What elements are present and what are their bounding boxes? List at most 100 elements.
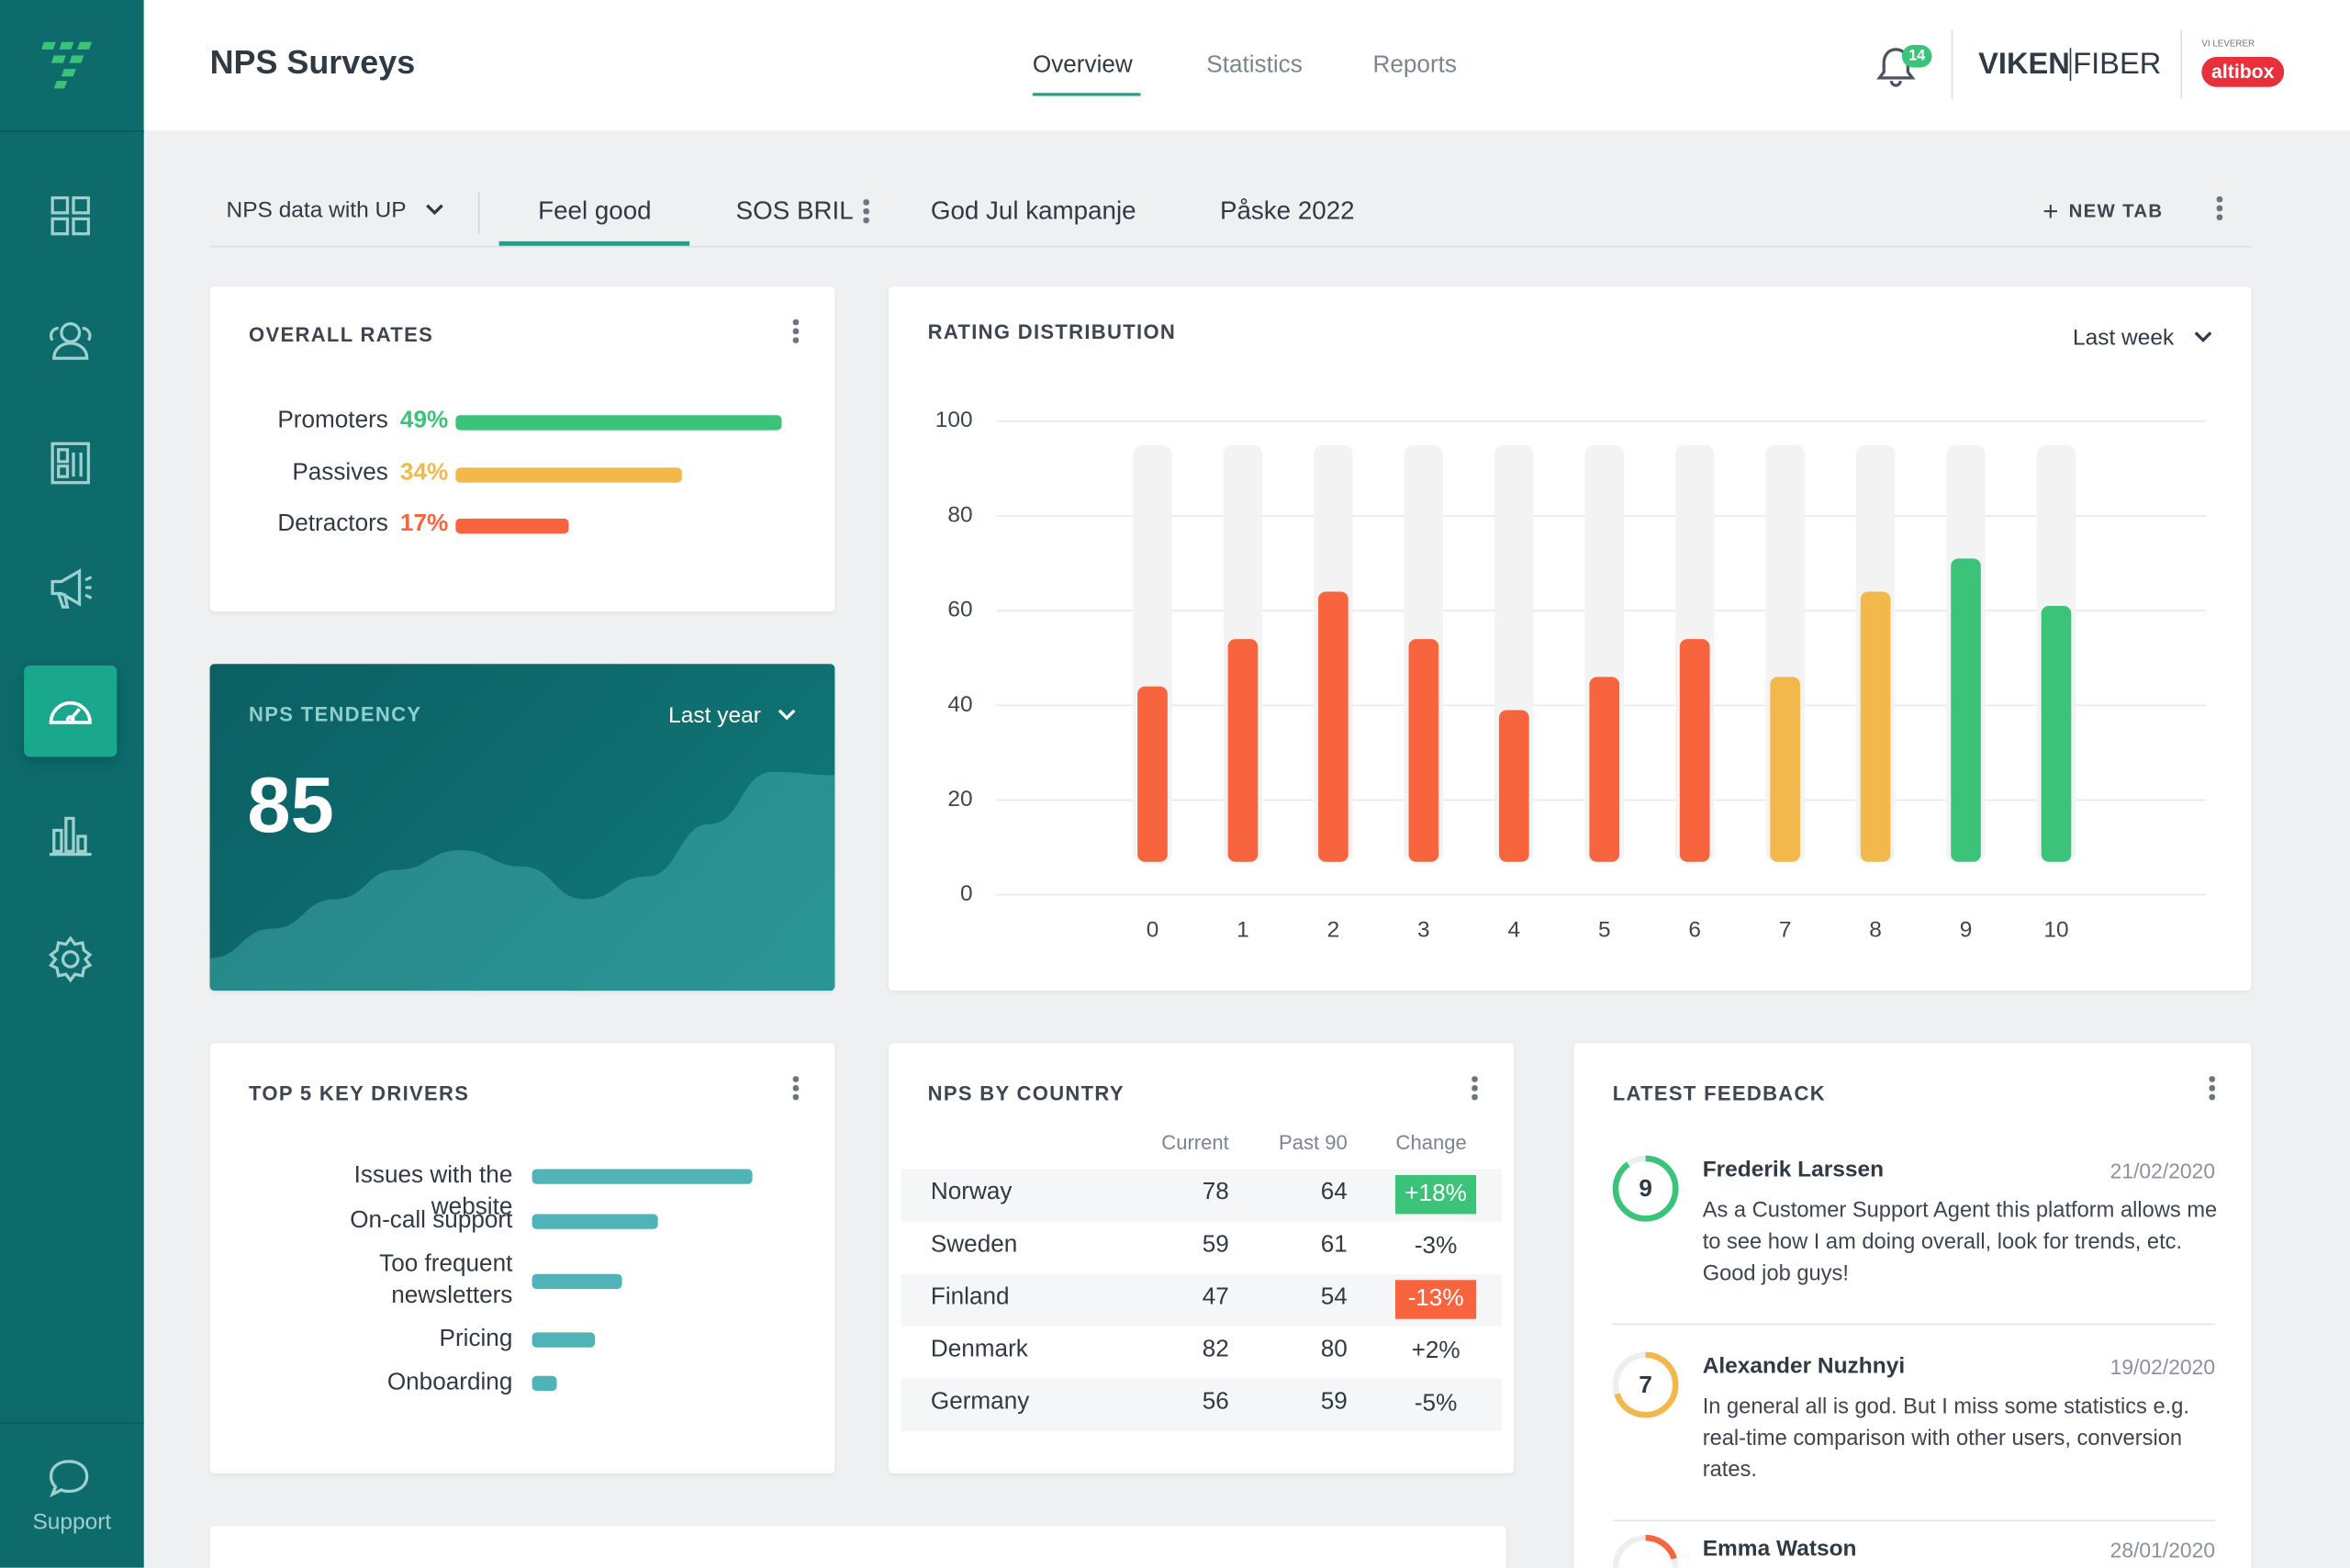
past-value: 59 bbox=[1320, 1389, 1348, 1416]
change-value: +2% bbox=[1411, 1338, 1460, 1364]
feedback-card bbox=[1573, 1043, 2252, 1568]
card-menu[interactable] bbox=[792, 1076, 800, 1103]
nav-tab[interactable]: Reports bbox=[1372, 52, 1457, 78]
brand-bold: VIKEN bbox=[1978, 48, 2070, 82]
driver-label: Too frequent newsletters bbox=[379, 1251, 513, 1308]
tab[interactable]: God Jul kampanje bbox=[930, 196, 1136, 225]
feedback-date: 21/02/2020 bbox=[2109, 1159, 2216, 1183]
rate-value: 17% bbox=[399, 510, 449, 537]
nav-underline bbox=[1032, 93, 1141, 96]
current-value: 47 bbox=[1202, 1284, 1229, 1310]
country-name: Finland bbox=[930, 1284, 1010, 1310]
past-value: 80 bbox=[1320, 1337, 1348, 1363]
feedback-text: As a Customer Support Agent this platfor… bbox=[1702, 1199, 2218, 1286]
divider bbox=[1951, 29, 1953, 99]
feedback-name: Frederik Larssen bbox=[1702, 1157, 1885, 1183]
card-title: OVERALL RATES bbox=[249, 323, 434, 347]
filter-label: NPS data with UP bbox=[226, 197, 407, 224]
active-nav[interactable] bbox=[24, 665, 118, 757]
rate-value: 34% bbox=[399, 460, 449, 486]
current-value: 78 bbox=[1202, 1179, 1229, 1205]
brand-light: FIBER bbox=[2069, 48, 2162, 82]
rate-label: Detractors bbox=[277, 510, 388, 537]
rate-label: Passives bbox=[292, 460, 388, 486]
partner-logo: altibox bbox=[2201, 57, 2285, 87]
new-tab[interactable]: + NEW TAB bbox=[2042, 196, 2163, 228]
card-menu[interactable] bbox=[792, 319, 800, 346]
period-select[interactable]: Last year bbox=[668, 702, 797, 729]
data-filter[interactable]: NPS data with UP bbox=[226, 197, 445, 224]
card-title: LATEST FEEDBACK bbox=[1612, 1081, 1826, 1105]
gauge-icon bbox=[49, 700, 92, 724]
logo-area bbox=[0, 0, 144, 132]
separator bbox=[1612, 1519, 2216, 1522]
plus-icon: + bbox=[2042, 196, 2060, 227]
card-title: NPS TENDENCY bbox=[249, 702, 422, 726]
nps-score: 85 bbox=[247, 763, 334, 850]
chevron bbox=[426, 204, 443, 216]
divider bbox=[477, 191, 480, 234]
change-value: -3% bbox=[1414, 1233, 1458, 1260]
card-menu[interactable] bbox=[1472, 1076, 1478, 1103]
tabs-menu[interactable] bbox=[2216, 196, 2223, 223]
support[interactable]: Support bbox=[0, 1422, 144, 1567]
support-icon bbox=[49, 1460, 89, 1498]
change-value: -13% bbox=[1394, 1280, 1477, 1319]
feedback-date: 19/02/2020 bbox=[2109, 1354, 2216, 1380]
country-name: Denmark bbox=[930, 1337, 1028, 1363]
tab[interactable]: Påske 2022 bbox=[1219, 196, 1355, 225]
rate-label: Promoters bbox=[277, 408, 388, 433]
new-tab-label: NEW TAB bbox=[2068, 200, 2164, 222]
brand: VIKEN FIBER bbox=[1978, 48, 2162, 83]
nav-tab[interactable]: Overview bbox=[1032, 52, 1133, 78]
current-value: 82 bbox=[1202, 1337, 1229, 1363]
logo[interactable] bbox=[41, 39, 96, 90]
card-title: RATING DISTRIBUTION bbox=[927, 320, 1177, 343]
feedback-date: 28/01/2020 bbox=[2109, 1538, 2216, 1562]
period-select[interactable]: Last week bbox=[2073, 325, 2213, 351]
settings-icon[interactable] bbox=[45, 934, 96, 985]
divider bbox=[2180, 29, 2183, 99]
separator bbox=[1612, 1323, 2216, 1326]
sidebar: Support bbox=[0, 0, 144, 1568]
card-menu[interactable] bbox=[2209, 1076, 2216, 1103]
tab[interactable]: SOS BRIL bbox=[735, 196, 854, 225]
column-header: Change bbox=[1395, 1131, 1467, 1155]
nav-tab[interactable]: Statistics bbox=[1206, 52, 1303, 78]
chevron bbox=[2194, 331, 2211, 342]
feedback-text: In general all is god. But I miss some s… bbox=[1702, 1394, 2189, 1483]
campaign-icon[interactable] bbox=[45, 562, 96, 613]
card-title: TOP 5 KEY DRIVERS bbox=[249, 1081, 470, 1105]
dashboard-icon[interactable] bbox=[45, 190, 96, 241]
stats-icon[interactable] bbox=[45, 810, 96, 861]
change-value: +18% bbox=[1394, 1174, 1477, 1215]
nps-tendency-card bbox=[209, 664, 835, 991]
change-value: -5% bbox=[1414, 1391, 1458, 1417]
driver-label: Pricing bbox=[439, 1326, 513, 1352]
rate-value: 49% bbox=[399, 408, 449, 433]
notification-badge: 14 bbox=[1901, 44, 1932, 68]
tab-menu[interactable] bbox=[863, 199, 869, 226]
tabs-baseline bbox=[209, 245, 2252, 248]
country-name: Norway bbox=[930, 1179, 1013, 1205]
period-label: Last year bbox=[668, 702, 761, 729]
current-value: 56 bbox=[1202, 1389, 1229, 1416]
users-icon[interactable] bbox=[45, 315, 96, 366]
partner-tag: VI LEVERER bbox=[2201, 40, 2255, 50]
past-value: 54 bbox=[1320, 1284, 1348, 1310]
period-label: Last week bbox=[2072, 325, 2175, 352]
column-header: Current bbox=[1161, 1131, 1229, 1155]
column-header: Past 90 bbox=[1279, 1131, 1348, 1155]
feedback-name: Alexander Nuzhnyi bbox=[1702, 1353, 1906, 1380]
tab-underline bbox=[498, 241, 690, 246]
feedback-name: Emma Watson bbox=[1702, 1536, 1857, 1562]
bottom-card bbox=[209, 1526, 1506, 1568]
reports-icon[interactable] bbox=[45, 438, 96, 489]
tab[interactable]: Feel good bbox=[538, 196, 652, 225]
driver-label: Issues with the website bbox=[353, 1162, 513, 1220]
rating-distribution-card bbox=[889, 286, 2252, 991]
country-name: Germany bbox=[930, 1389, 1030, 1416]
card-title: NPS BY COUNTRY bbox=[927, 1081, 1125, 1105]
country-name: Sweden bbox=[930, 1232, 1018, 1258]
current-value: 59 bbox=[1202, 1232, 1229, 1258]
